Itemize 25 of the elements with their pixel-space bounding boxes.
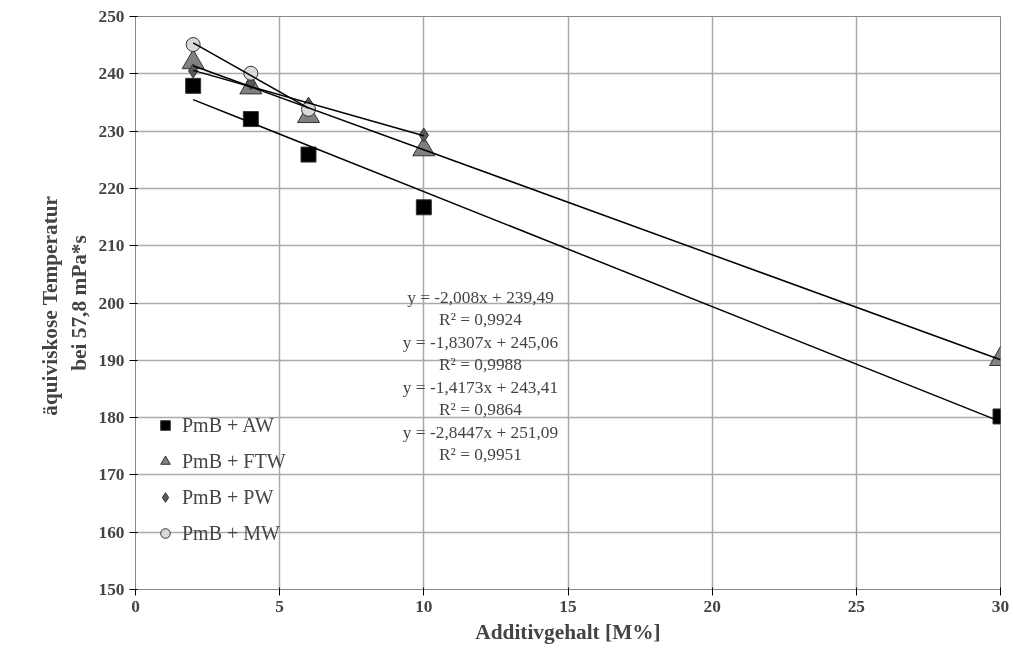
y-tick-label: 200 — [98, 293, 125, 313]
legend-label: PmB + PW — [182, 485, 274, 509]
x-tick-label: 15 — [559, 596, 577, 616]
x-tick-label: 5 — [275, 596, 285, 616]
legend-label: PmB + MW — [182, 521, 280, 545]
annotation: y = -2,8447x + 251,09 R² = 0,9951 — [402, 422, 559, 465]
y-axis-title: äquiviskose Temperatur bei 57,8 mPa*s — [37, 195, 91, 416]
y-tick-label: 240 — [98, 64, 125, 84]
x-tick-label: 10 — [415, 596, 433, 616]
y-tick-label: 170 — [98, 465, 125, 485]
x-tick-label: 0 — [131, 596, 140, 616]
legend-label: PmB + AW — [182, 413, 274, 437]
legend-label: PmB + FTW — [182, 449, 286, 473]
y-tick-label: 230 — [98, 121, 125, 141]
y-tick-label: 220 — [98, 178, 125, 198]
x-tick-label: 20 — [703, 596, 721, 616]
y-tick-label: 190 — [98, 350, 125, 370]
x-tick-label: 25 — [847, 596, 866, 616]
y-tick-label: 210 — [98, 236, 125, 256]
x-tick-label: 30 — [991, 596, 1010, 616]
y-tick-label: 180 — [98, 408, 125, 428]
y-tick-label: 150 — [98, 580, 125, 599]
y-tick-label: 160 — [98, 522, 125, 542]
x-axis-title: Additivgehalt [M%] — [475, 619, 661, 644]
y-tick-label: 250 — [98, 7, 125, 26]
